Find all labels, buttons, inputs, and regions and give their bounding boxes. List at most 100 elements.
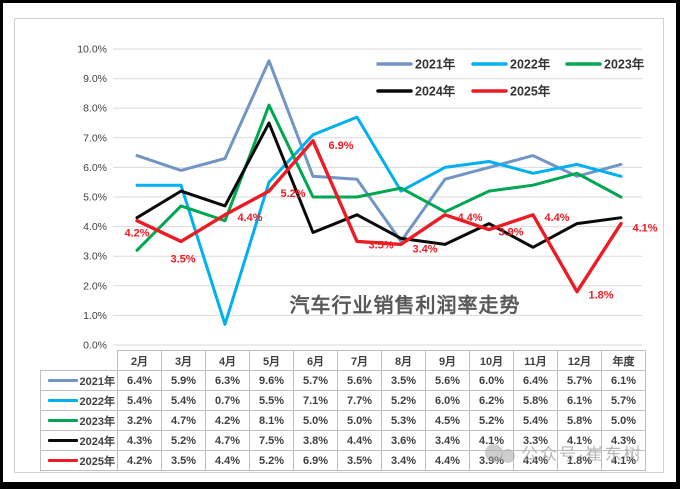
table-cell: 6.0% [425,390,470,411]
table-cell: 0.7% [205,390,250,411]
series-name-label: 2021年 [79,375,115,388]
table-cell: 5.6% [425,370,470,391]
data-table-anchor: 2月 3月 4月 5月 6月 7月 8月 9月 10月 11月 12月 年度 2021年 6.4% 5.9%… [40,350,646,471]
series-line-2024年 [135,121,623,249]
table-cell: 8.1% [249,410,294,431]
table-cell: 9.6% [249,370,294,391]
table-row-header: 2025年 [40,450,118,471]
data-label: 4.4% [544,212,569,224]
table-cell: 3.5% [337,450,382,471]
table-row-header: 2024年 [40,430,118,451]
legend-label: 2024年 [415,84,456,99]
data-label: 3.5% [368,239,393,251]
table-cell: 4.5% [425,410,470,431]
series-name-label: 2023年 [79,415,115,428]
table-cell: 5.7% [557,370,602,391]
table-cell: 5.7% [293,370,338,391]
table-cell: 5.3% [381,410,426,431]
y-axis-tick-label: 1.0% [83,310,107,322]
table-corner-cell [41,351,118,371]
legend-label: 2021年 [415,57,456,72]
table-col-header: 3月 [161,350,206,371]
series-line-2025年 [135,139,623,294]
series-line-2021年 [135,59,623,243]
table-cell: 4.1% [469,430,514,451]
data-label: 4.1% [632,223,657,235]
table-row-header: 2023年 [40,410,118,431]
table-cell: 3.3% [513,430,558,451]
table-cell: 4.4% [425,450,470,471]
table-col-header: 4月 [205,350,250,371]
table-cell: 1.8% [557,450,602,471]
table-row: 2025年 4.2% 3.5% 4.4% 5.2% 6.9% 3.5% 3.4% 4.4% 3.9… [40,450,646,471]
legend-label: 2023年 [604,57,645,72]
data-label: 6.9% [328,140,353,152]
table-cell: 5.8% [557,410,602,431]
y-axis-tick-label: 8.0% [83,103,107,115]
table-cell: 5.8% [513,390,558,411]
y-axis-tick-label: 4.0% [83,221,107,233]
series-line-2022年 [135,115,623,326]
data-label: 1.8% [588,290,613,302]
data-label: 3.4% [412,243,437,255]
table-cell: 5.0% [337,410,382,431]
profit-margin-data-table: 2月 3月 4月 5月 6月 7月 8月 9月 10月 11月 12月 年度 2021年 6.4% 5.9%… [40,350,646,471]
table-cell: 4.3% [601,430,646,451]
data-label: 4.4% [457,212,482,224]
table-cell: 6.0% [469,370,514,391]
y-axis-tick-label: 9.0% [83,73,107,85]
table-cell: 4.7% [205,430,250,451]
table-cell: 5.0% [601,410,646,431]
table-cell: 6.9% [293,450,338,471]
table-cell: 3.9% [469,450,514,471]
table-col-header: 10月 [469,350,514,371]
table-cell: 5.4% [117,390,162,411]
table-cell: 4.2% [117,450,162,471]
series-key-line-icon [47,459,78,462]
data-label: 3.9% [498,227,523,239]
table-cell: 5.2% [469,410,514,431]
table-cell: 4.4% [337,430,382,451]
table-cell: 3.2% [117,410,162,431]
table-cell: 6.1% [601,370,646,391]
table-cell: 3.5% [161,450,206,471]
table-cell: 7.1% [293,390,338,411]
table-row: 2021年 6.4% 5.9% 6.3% 9.6% 5.7% 5.6% 3.5% 5.6% 6.0… [40,370,646,391]
table-row-header: 2021年 [40,370,118,391]
series-line-2023年 [135,103,623,252]
table-col-header: 9月 [425,350,470,371]
table-col-header: 7月 [337,350,382,371]
table-col-header: 6月 [293,350,338,371]
data-label: 4.2% [124,228,149,240]
table-cell: 6.4% [117,370,162,391]
table-cell: 7.5% [249,430,294,451]
table-row-header: 2022年 [40,390,118,411]
table-cell: 4.4% [205,450,250,471]
series-key-line-icon [47,439,78,442]
table-cell: 6.3% [205,370,250,391]
table-cell: 4.1% [601,450,646,471]
table-col-header: 年度 [601,350,646,371]
table-cell: 5.2% [161,430,206,451]
table-cell: 3.8% [293,430,338,451]
series-key-line-icon [47,419,78,422]
table-cell: 7.7% [337,390,382,411]
table-col-header: 5月 [249,350,294,371]
legend-label: 2022年 [510,57,551,72]
table-cell: 3.4% [381,450,426,471]
table-col-header: 11月 [513,350,558,371]
series-name-label: 2022年 [79,395,115,408]
table-cell: 5.2% [249,450,294,471]
series-key-line-icon [47,399,78,402]
y-axis-tick-label: 6.0% [83,162,107,174]
table-row: 2023年 3.2% 4.7% 4.2% 8.1% 5.0% 5.0% 5.3% 4.5% 5.2… [40,410,646,431]
table-cell: 5.2% [381,390,426,411]
table-cell: 5.4% [513,410,558,431]
y-axis-tick-label: 2.0% [83,280,107,292]
table-cell: 4.4% [513,450,558,471]
data-label: 3.5% [170,253,195,265]
y-axis-tick-label: 0.0% [83,340,107,352]
table-cell: 4.3% [117,430,162,451]
